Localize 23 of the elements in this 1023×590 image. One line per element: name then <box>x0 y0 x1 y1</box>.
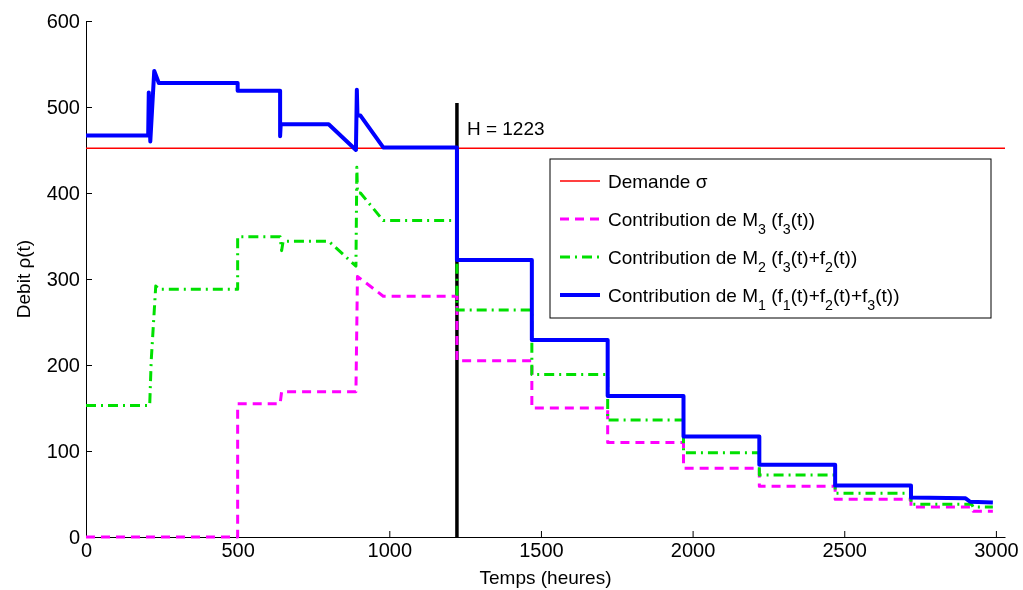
y-tick-label: 500 <box>46 95 80 118</box>
line-series <box>84 165 995 509</box>
y-tick-label: 0 <box>68 525 80 548</box>
legend-label: Contribution de M$_{3}$ (f$_{3}$(t)) <box>608 209 815 237</box>
text: Contribution de M$_{1}$ (f$_{1}$(t)+f$_{2}$(t)+f$_{3}$(t)) <box>608 285 900 313</box>
y-tick-label: 600 <box>46 9 80 32</box>
y-axis-title: Debit ρ(t) <box>13 239 34 319</box>
x-tick-label: 500 <box>221 539 255 562</box>
line-series <box>84 274 995 539</box>
y-tick-label: 400 <box>46 181 80 204</box>
x-tick-label: 2500 <box>822 539 867 562</box>
x-tick-label: 1500 <box>519 539 564 562</box>
y-tick-label: 300 <box>46 267 80 290</box>
x-axis-title: Temps (heures) <box>479 567 612 588</box>
x-tick-label: 3000 <box>974 539 1019 562</box>
legend-label: Contribution de M$_{2}$ (f$_{3}$(t)+f$_{2}$(t)) <box>608 247 858 275</box>
x-tick-label: 2000 <box>670 539 716 562</box>
y-tick-label: 100 <box>46 439 80 462</box>
line-series <box>84 68 995 505</box>
legend-label: Demande σ <box>608 171 708 192</box>
y-tick-label: 200 <box>46 353 80 376</box>
x-tick-label: 1000 <box>367 539 413 562</box>
ref-line-label: H = 1223 <box>466 118 545 139</box>
